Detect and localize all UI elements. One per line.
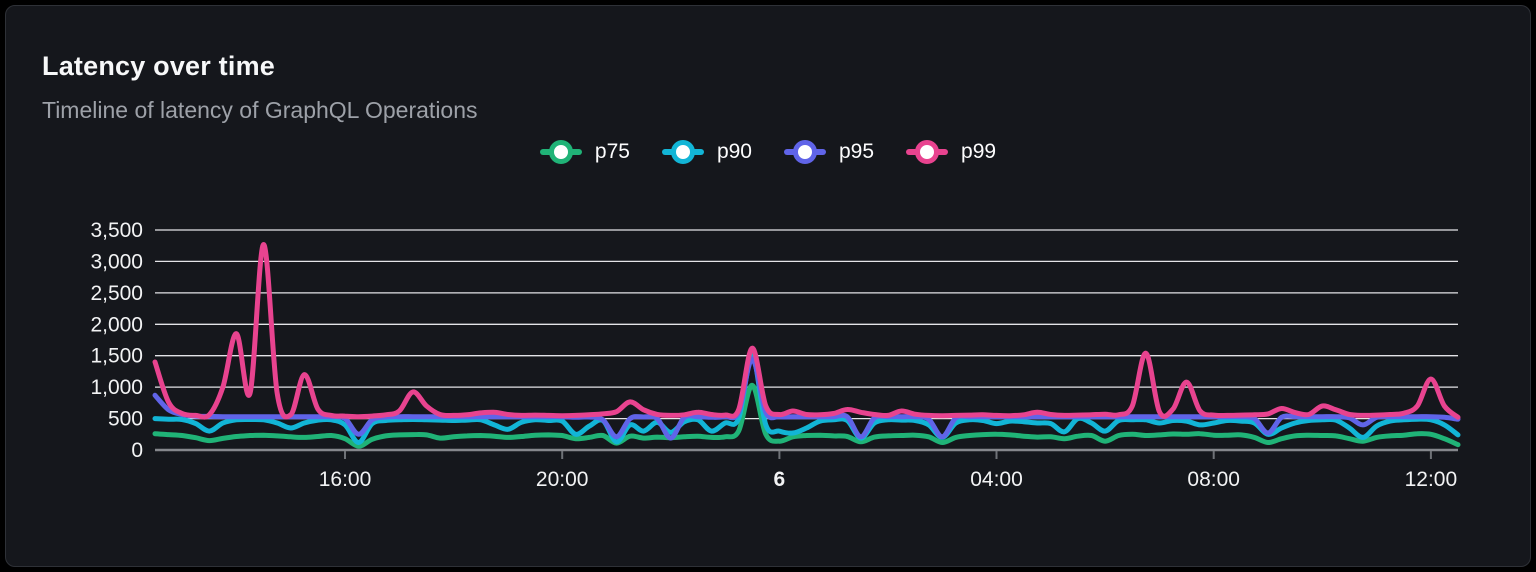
legend-item-p90[interactable]: p90 [661, 140, 752, 164]
y-tick-label-1: 500 [108, 408, 143, 431]
y-tick-label-3: 1,500 [90, 345, 143, 368]
x-tick-label-4: 08:00 [1187, 468, 1240, 491]
series-line-p99[interactable] [152, 242, 1461, 420]
p95-series-marker-icon [784, 140, 826, 164]
legend-item-p75[interactable]: p75 [539, 140, 630, 164]
legend-label-p90: p90 [716, 140, 752, 163]
x-tick-label-0: 16:00 [319, 468, 372, 491]
legend-label-p95: p95 [839, 140, 875, 163]
y-tick-label-0: 0 [131, 439, 143, 462]
legend-label-p99: p99 [961, 140, 997, 163]
y-tick-label-7: 3,500 [90, 219, 143, 242]
legend-item-p95[interactable]: p95 [784, 140, 874, 164]
series-line-p90[interactable] [152, 353, 1461, 445]
y-tick-label-2: 1,000 [90, 376, 143, 399]
series-line-p75[interactable] [152, 382, 1461, 449]
y-tick-label-5: 2,500 [90, 282, 143, 305]
panel-title: Latency over time [42, 51, 275, 81]
legend: p75 p90 p95 p99 [0, 140, 1536, 164]
panel-subtitle: Timeline of latency of GraphQL Operation… [42, 97, 478, 123]
p75-series-marker-icon [539, 140, 582, 164]
x-tick-label-1: 20:00 [536, 468, 589, 491]
x-tick-label-3: 04:00 [970, 468, 1023, 491]
x-tick-label-2: 6 [774, 468, 786, 491]
p99-series-marker-icon [906, 140, 949, 164]
legend-label-p75: p75 [594, 140, 630, 163]
legend-item-p99[interactable]: p99 [906, 140, 996, 164]
y-tick-label-6: 3,000 [90, 250, 143, 273]
p90-series-marker-icon [661, 140, 704, 164]
y-tick-label-4: 2,000 [90, 313, 143, 336]
latency-timeline-chart[interactable]: 0 500 1,000 1,500 2,000 2,500 3,000 3,500 16:00 2… [0, 200, 1536, 500]
x-tick-label-5: 12:00 [1405, 468, 1458, 491]
